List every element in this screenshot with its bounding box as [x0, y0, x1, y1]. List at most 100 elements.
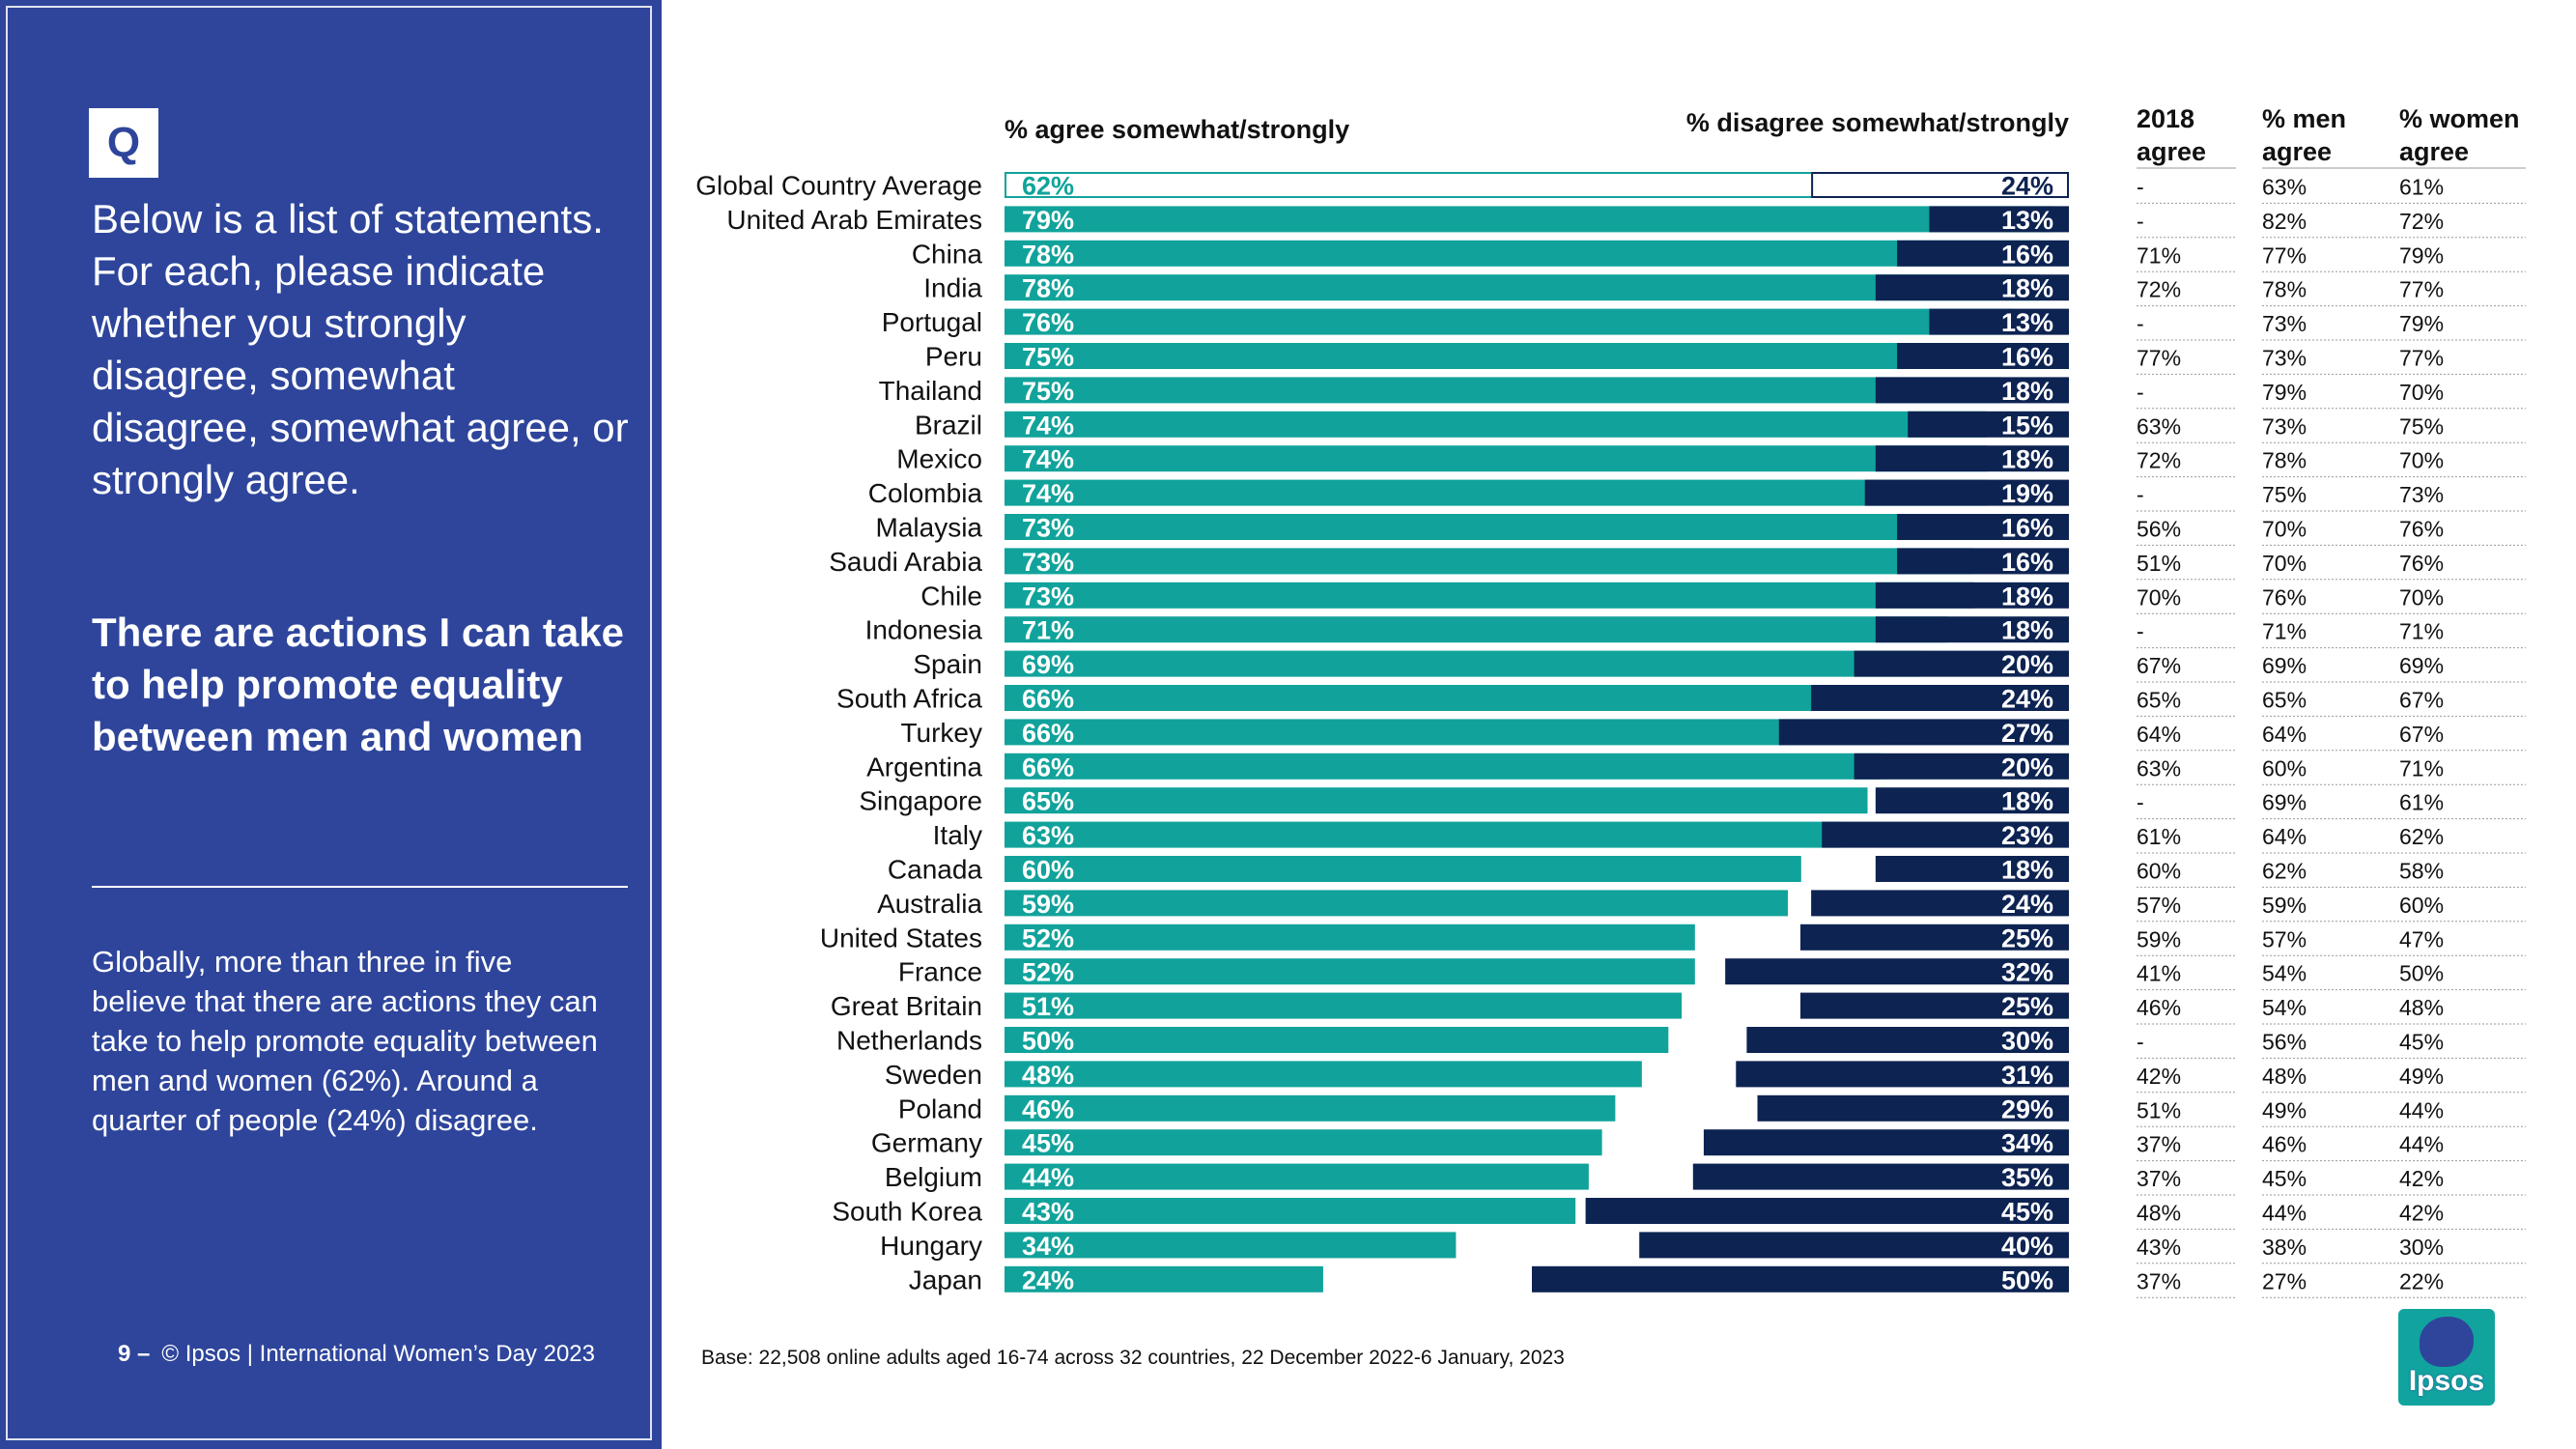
table-cell: 64%: [2262, 824, 2307, 849]
table-cell: 69%: [2262, 653, 2307, 678]
table-cell: 48%: [2137, 1201, 2181, 1226]
agree-bar: [1005, 1232, 1457, 1259]
agree-value-label: 74%: [1022, 479, 1074, 508]
table-cell: 60%: [2137, 859, 2181, 884]
table-cell: 70%: [2399, 584, 2444, 610]
disagree-value-label: 25%: [2001, 923, 2053, 952]
disagree-value-label: 20%: [2001, 753, 2053, 781]
agree-value-label: 65%: [1022, 787, 1074, 816]
category-label: Hungary: [880, 1231, 982, 1261]
table-cell: 79%: [2399, 242, 2444, 268]
agree-value-label: 66%: [1022, 685, 1074, 714]
agree-value-label: 74%: [1022, 411, 1074, 440]
table-cell: 54%: [2262, 961, 2307, 986]
table-cell: 37%: [2137, 1132, 2181, 1157]
disagree-value-label: 24%: [2001, 890, 2053, 919]
agree-bar: [1005, 753, 1882, 780]
ipsos-logo: Ipsos: [2398, 1309, 2495, 1406]
disagree-bar: [1811, 172, 2069, 198]
table-cell: 38%: [2262, 1235, 2307, 1260]
table-cell: 78%: [2262, 277, 2307, 302]
table-cell: 51%: [2137, 551, 2181, 576]
table-cell: 44%: [2399, 1132, 2444, 1157]
table-cell: 30%: [2399, 1235, 2444, 1260]
category-label: United Arab Emirates: [726, 205, 982, 235]
table-header-line1: 2018: [2137, 104, 2194, 133]
agree-bar: [1005, 650, 1921, 677]
category-label: Colombia: [868, 478, 983, 508]
agree-value-label: 34%: [1022, 1232, 1074, 1261]
disagree-value-label: 18%: [2001, 787, 2053, 816]
agree-bar: [1005, 514, 1974, 540]
table-cell: 79%: [2262, 380, 2307, 405]
disagree-bar: [1897, 343, 2069, 369]
disagree-bar: [1639, 1232, 2069, 1259]
table-cell: 61%: [2399, 175, 2444, 200]
table-cell: 77%: [2137, 346, 2181, 371]
category-label: Poland: [898, 1094, 982, 1123]
disagree-bar: [1897, 548, 2069, 575]
agree-bar: [1005, 890, 1789, 917]
agree-bar: [1005, 1094, 1616, 1122]
agree-value-label: 60%: [1022, 856, 1074, 885]
disagree-bar: [1854, 753, 2069, 780]
disagree-value-label: 16%: [2001, 240, 2053, 269]
disagree-bar: [1703, 1129, 2069, 1156]
table-cell: 77%: [2399, 277, 2444, 302]
disagree-value-label: 24%: [2001, 685, 2053, 714]
agree-value-label: 48%: [1022, 1061, 1074, 1090]
category-label: Italy: [933, 820, 982, 850]
disagree-value-label: 25%: [2001, 992, 2053, 1021]
disagree-bar: [1864, 479, 2069, 506]
disagree-value-label: 16%: [2001, 343, 2053, 372]
disagree-value-label: 34%: [2001, 1129, 2053, 1158]
table-cell: 48%: [2262, 1064, 2307, 1089]
disagree-value-label: 31%: [2001, 1061, 2053, 1090]
disagree-value-label: 24%: [2001, 172, 2053, 201]
disagree-value-label: 13%: [2001, 308, 2053, 337]
table-cell: 67%: [2399, 688, 2444, 713]
panel-outline: [6, 6, 652, 1440]
table-cell: 46%: [2262, 1132, 2307, 1157]
agree-bar: [1005, 923, 1695, 951]
table-cell: 76%: [2399, 517, 2444, 542]
table-cell: 65%: [2262, 688, 2307, 713]
table-cell: 50%: [2399, 961, 2444, 986]
disagree-bar: [1875, 856, 2069, 882]
table-cell: 62%: [2399, 824, 2444, 849]
table-cell: 77%: [2399, 346, 2444, 371]
disagree-bar: [1897, 514, 2069, 540]
agree-bar: [1005, 274, 2041, 301]
category-label: Singapore: [859, 786, 982, 816]
category-label: Japan: [909, 1264, 982, 1294]
agree-value-label: 79%: [1022, 206, 1074, 235]
table-cell: 59%: [2262, 893, 2307, 918]
disagree-value-label: 35%: [2001, 1163, 2053, 1192]
table-cell: -: [2137, 175, 2144, 200]
table-cell: 37%: [2137, 1268, 2181, 1293]
table-cell: 61%: [2137, 824, 2181, 849]
table-cell: 64%: [2137, 722, 2181, 747]
agree-bar: [1005, 616, 1948, 643]
table-cell: 60%: [2399, 893, 2444, 918]
agree-bar: [1005, 1163, 1589, 1190]
table-cell: 67%: [2137, 653, 2181, 678]
category-label: Global Country Average: [695, 171, 982, 201]
agree-bar: [1005, 479, 1988, 506]
agree-value-label: 75%: [1022, 377, 1074, 406]
disagree-bar: [1875, 377, 2069, 404]
disagree-bar: [1757, 1094, 2069, 1122]
agree-bar: [1005, 787, 1868, 814]
category-label: Malaysia: [876, 513, 983, 543]
base-note: Base: 22,508 online adults aged 16-74 ac…: [701, 1347, 1565, 1369]
table-cell: 44%: [2262, 1201, 2307, 1226]
table-cell: 72%: [2399, 209, 2444, 234]
agree-bar: [1005, 206, 2053, 233]
agree-bar: [1005, 1061, 1642, 1088]
category-label: Chile: [920, 581, 982, 611]
table-cell: 71%: [2399, 755, 2444, 781]
agree-series-header: % agree somewhat/strongly: [1005, 115, 1349, 144]
table-cell: 73%: [2262, 413, 2307, 439]
table-cell: 37%: [2137, 1166, 2181, 1191]
category-label: South Africa: [836, 684, 982, 714]
